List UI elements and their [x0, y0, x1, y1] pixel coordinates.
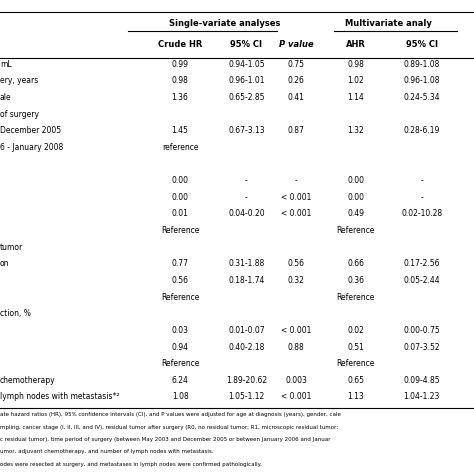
Text: 1.14: 1.14	[347, 93, 364, 102]
Text: reference: reference	[162, 143, 199, 152]
Text: ate hazard ratios (HR), 95% confidence intervals (CI), and P values were adjuste: ate hazard ratios (HR), 95% confidence i…	[0, 412, 341, 417]
Text: < 0.001: < 0.001	[281, 326, 311, 335]
Text: 0.31-1.88: 0.31-1.88	[228, 259, 264, 268]
Text: chemotherapy: chemotherapy	[0, 376, 55, 385]
Text: 0.09-4.85: 0.09-4.85	[403, 376, 440, 385]
Text: Reference: Reference	[161, 359, 199, 368]
Text: c residual tumor), time period of surgery (between May 2003 and December 2005 or: c residual tumor), time period of surger…	[0, 437, 330, 442]
Text: of surgery: of surgery	[0, 109, 39, 118]
Text: Reference: Reference	[337, 359, 374, 368]
Text: 0.66: 0.66	[347, 259, 364, 268]
Text: ction, %: ction, %	[0, 309, 31, 318]
Text: umor, adjuvant chemotherapy, and number of lymph nodes with metastasis.: umor, adjuvant chemotherapy, and number …	[0, 449, 213, 454]
Text: 1.89-20.62: 1.89-20.62	[226, 376, 267, 385]
Text: 0.96-1.01: 0.96-1.01	[228, 76, 265, 85]
Text: 0.05-2.44: 0.05-2.44	[403, 276, 440, 285]
Text: Reference: Reference	[161, 292, 199, 301]
Text: 0.65-2.85: 0.65-2.85	[228, 93, 265, 102]
Text: 0.99: 0.99	[172, 60, 189, 69]
Text: 0.07-3.52: 0.07-3.52	[403, 343, 440, 352]
Text: 1.32: 1.32	[347, 126, 364, 135]
Text: -: -	[420, 176, 423, 185]
Text: 0.56: 0.56	[172, 276, 189, 285]
Text: mpling, cancer stage (I, II, III, and IV), residual tumor after surgery (R0, no : mpling, cancer stage (I, II, III, and IV…	[0, 425, 338, 429]
Text: 0.98: 0.98	[172, 76, 189, 85]
Text: ery, years: ery, years	[0, 76, 38, 85]
Text: < 0.001: < 0.001	[281, 193, 311, 202]
Text: 1.02: 1.02	[347, 76, 364, 85]
Text: 0.00-0.75: 0.00-0.75	[403, 326, 440, 335]
Text: 0.003: 0.003	[285, 376, 307, 385]
Text: 0.00: 0.00	[347, 176, 364, 185]
Text: 95% CI: 95% CI	[406, 40, 438, 49]
Text: Crude HR: Crude HR	[158, 40, 202, 49]
Text: P value: P value	[279, 40, 314, 49]
Text: -: -	[245, 193, 248, 202]
Text: 0.77: 0.77	[172, 259, 189, 268]
Text: -: -	[420, 193, 423, 202]
Text: 0.89-1.08: 0.89-1.08	[404, 60, 440, 69]
Text: mL: mL	[0, 60, 12, 69]
Text: ale: ale	[0, 93, 12, 102]
Text: Reference: Reference	[161, 226, 199, 235]
Text: Reference: Reference	[337, 292, 374, 301]
Text: 0.02: 0.02	[347, 326, 364, 335]
Text: 0.94: 0.94	[172, 343, 189, 352]
Text: 0.75: 0.75	[288, 60, 305, 69]
Text: 95% CI: 95% CI	[230, 40, 263, 49]
Text: 0.96-1.08: 0.96-1.08	[403, 76, 440, 85]
Text: odes were resected at surgery, and metastases in lymph nodes were confirmed path: odes were resected at surgery, and metas…	[0, 462, 262, 466]
Text: < 0.001: < 0.001	[281, 392, 311, 401]
Text: lymph nodes with metastasis*²: lymph nodes with metastasis*²	[0, 392, 119, 401]
Text: 0.32: 0.32	[288, 276, 305, 285]
Text: 1.13: 1.13	[347, 392, 364, 401]
Text: 0.01: 0.01	[172, 210, 189, 219]
Text: -: -	[245, 176, 248, 185]
Text: 6 - January 2008: 6 - January 2008	[0, 143, 63, 152]
Text: 0.49: 0.49	[347, 210, 364, 219]
Text: AHR: AHR	[346, 40, 365, 49]
Text: 1.45: 1.45	[172, 126, 189, 135]
Text: December 2005: December 2005	[0, 126, 61, 135]
Text: Single-variate analyses: Single-variate analyses	[170, 19, 281, 28]
Text: 0.94-1.05: 0.94-1.05	[228, 60, 265, 69]
Text: tumor: tumor	[0, 243, 23, 252]
Text: 0.67-3.13: 0.67-3.13	[228, 126, 265, 135]
Text: -: -	[295, 176, 298, 185]
Text: Reference: Reference	[337, 226, 374, 235]
Text: 0.26: 0.26	[288, 76, 305, 85]
Text: 0.88: 0.88	[288, 343, 305, 352]
Text: 0.00: 0.00	[172, 193, 189, 202]
Text: on: on	[0, 259, 9, 268]
Text: 0.24-5.34: 0.24-5.34	[403, 93, 440, 102]
Text: 0.00: 0.00	[172, 176, 189, 185]
Text: 0.36: 0.36	[347, 276, 364, 285]
Text: 0.40-2.18: 0.40-2.18	[228, 343, 264, 352]
Text: 0.87: 0.87	[288, 126, 305, 135]
Text: 0.01-0.07: 0.01-0.07	[228, 326, 265, 335]
Text: 1.36: 1.36	[172, 93, 189, 102]
Text: 0.18-1.74: 0.18-1.74	[228, 276, 264, 285]
Text: 0.65: 0.65	[347, 376, 364, 385]
Text: 0.02-10.28: 0.02-10.28	[401, 210, 442, 219]
Text: 0.56: 0.56	[288, 259, 305, 268]
Text: 0.41: 0.41	[288, 93, 305, 102]
Text: 1.05-1.12: 1.05-1.12	[228, 392, 264, 401]
Text: 0.03: 0.03	[172, 326, 189, 335]
Text: 0.98: 0.98	[347, 60, 364, 69]
Text: 0.28-6.19: 0.28-6.19	[404, 126, 440, 135]
Text: 6.24: 6.24	[172, 376, 189, 385]
Text: 1.04-1.23: 1.04-1.23	[404, 392, 440, 401]
Text: 0.17-2.56: 0.17-2.56	[403, 259, 440, 268]
Text: Multivariate analy: Multivariate analy	[345, 19, 432, 28]
Text: 0.00: 0.00	[347, 193, 364, 202]
Text: 1.08: 1.08	[172, 392, 189, 401]
Text: < 0.001: < 0.001	[281, 210, 311, 219]
Text: 0.51: 0.51	[347, 343, 364, 352]
Text: 0.04-0.20: 0.04-0.20	[228, 210, 265, 219]
